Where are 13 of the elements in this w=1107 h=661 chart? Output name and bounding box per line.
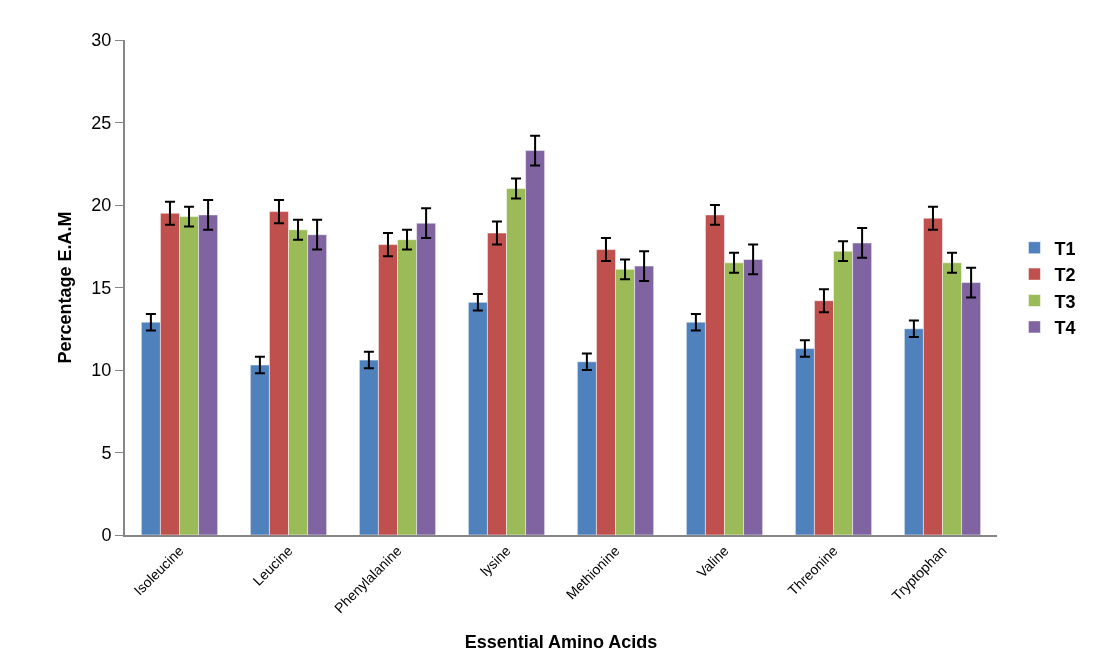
y-axis-title: Percentage E.A.M [55, 211, 76, 364]
x-axis-title: Essential Amino Acids [464, 631, 658, 652]
y-tick-label: 0 [101, 525, 112, 546]
y-tick-label: 20 [91, 195, 112, 216]
y-tick-label: 15 [91, 277, 112, 298]
legend-label: T2 [1054, 265, 1076, 286]
legend-label: T1 [1054, 238, 1076, 259]
legend-label: T4 [1054, 317, 1076, 338]
y-tick-label: 5 [101, 442, 112, 463]
y-tick-label: 30 [91, 30, 112, 51]
y-tick-label: 10 [91, 360, 112, 381]
y-tick-label: 25 [91, 112, 112, 133]
legend-label: T3 [1054, 291, 1076, 312]
